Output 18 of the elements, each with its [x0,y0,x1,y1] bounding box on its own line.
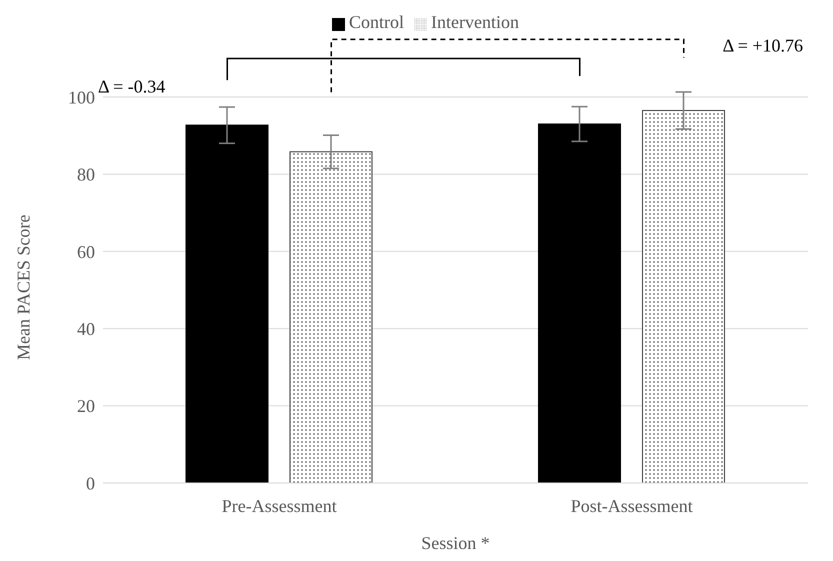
y-axis-title: Mean PACES Score [13,214,34,360]
y-tick-label: 80 [77,164,95,185]
bar [290,151,372,483]
bar [538,124,621,483]
x-axis-title: Session * [421,533,490,553]
y-tick-label: 100 [68,87,95,108]
legend-label: Intervention [431,12,519,32]
x-tick-label: Post-Assessment [570,496,693,516]
bar [186,124,268,483]
y-tick-label: 0 [86,473,95,494]
bar [642,110,725,483]
y-tick-label: 60 [77,242,95,262]
y-tick-label: 40 [77,318,95,339]
y-tick-label: 20 [77,396,95,416]
text: Δ = +10.76 [722,36,803,56]
text: Δ = -0.34 [98,76,166,96]
legend-label: Control [349,12,404,32]
x-tick-label: Pre-Assessment [222,496,337,516]
